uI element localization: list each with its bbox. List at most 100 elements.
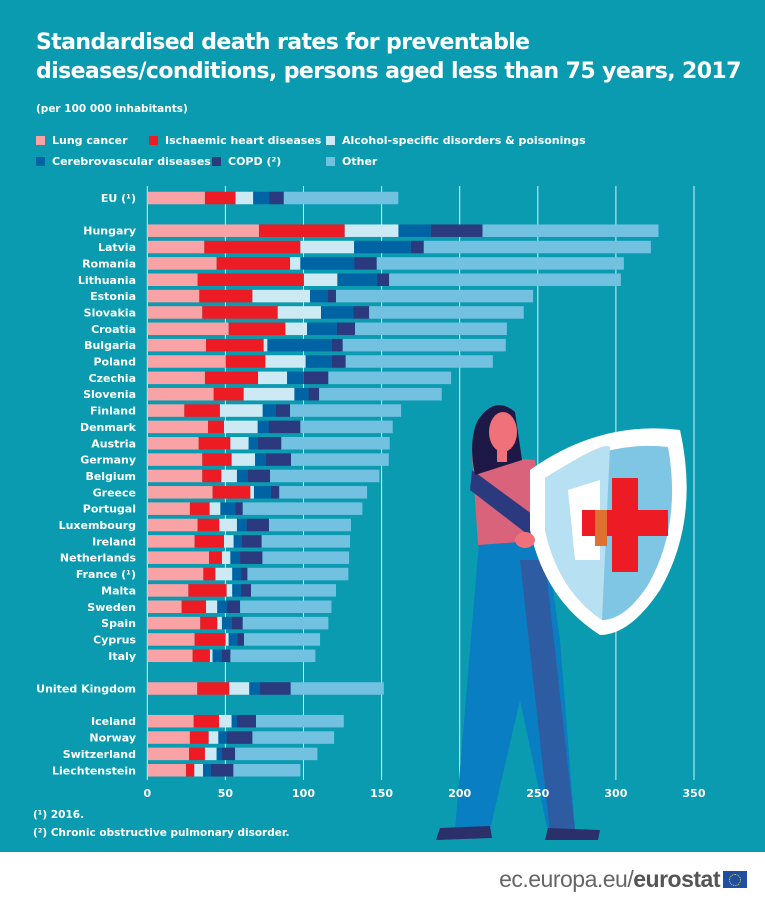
bar-segment xyxy=(204,191,236,205)
category-label: Liechtenstein xyxy=(52,764,136,777)
category-label: Denmark xyxy=(80,421,137,434)
bar-segment xyxy=(257,420,269,434)
bar-segment xyxy=(262,404,277,417)
bar-segment xyxy=(209,649,213,663)
hand xyxy=(515,532,535,548)
legend-label: Other xyxy=(342,155,378,168)
bar-segment xyxy=(216,747,222,761)
bar-segment xyxy=(147,682,198,695)
bar-segment xyxy=(300,420,393,434)
bar-segment xyxy=(197,273,304,286)
category-label: Luxembourg xyxy=(59,519,136,532)
bar-segment xyxy=(197,682,230,695)
category-label: Germany xyxy=(80,454,136,467)
bar-segment xyxy=(236,714,257,728)
category-label: Estonia xyxy=(90,290,136,303)
category-label: Belgium xyxy=(85,470,136,483)
legend-swatch xyxy=(326,157,335,166)
bar-segment xyxy=(354,240,411,254)
shoe xyxy=(436,826,492,840)
bar-segment xyxy=(221,551,231,564)
bar-segment xyxy=(204,240,301,254)
bar-segment xyxy=(430,224,483,237)
category-label: Latvia xyxy=(98,241,136,254)
bar-segment xyxy=(147,714,194,728)
bar-segment xyxy=(389,273,621,286)
category-label: EU (¹) xyxy=(101,192,136,205)
legend-swatch xyxy=(212,157,221,166)
bar-segment xyxy=(189,731,209,744)
category-label: Slovenia xyxy=(83,388,136,401)
bar-segment xyxy=(230,437,249,450)
bar-segment xyxy=(226,731,253,744)
bar-segment xyxy=(188,584,227,597)
bar-segment xyxy=(252,289,311,303)
bar-segment xyxy=(226,600,241,613)
face xyxy=(489,412,517,452)
bar-segment xyxy=(377,273,390,286)
bar-segment xyxy=(423,240,651,254)
x-tick-label: 250 xyxy=(526,787,549,800)
bar-segment xyxy=(294,387,309,401)
bar-segment xyxy=(290,682,384,695)
bar-segment xyxy=(398,224,431,237)
bar-segment xyxy=(270,469,380,483)
bar-segment xyxy=(262,551,350,564)
chart-title: Standardised death rates for preventable… xyxy=(36,30,741,84)
category-label: Iceland xyxy=(91,715,136,728)
bar-segment xyxy=(218,714,232,728)
bar-segment xyxy=(328,371,452,385)
bar-segment xyxy=(276,404,291,417)
bar-segment xyxy=(210,764,234,777)
bar-segment xyxy=(320,306,354,319)
bar-segment xyxy=(255,453,267,466)
bar-segment xyxy=(147,469,203,483)
bar-segment xyxy=(300,240,355,254)
medical-cross-icon xyxy=(582,478,668,572)
bar-segment xyxy=(147,600,182,613)
bar-segment xyxy=(232,584,242,597)
neck xyxy=(497,448,507,462)
x-tick-label: 0 xyxy=(143,787,151,800)
bar-segment xyxy=(336,322,356,336)
legend-swatch xyxy=(36,157,45,166)
bar-segment xyxy=(253,191,270,205)
bar-segment xyxy=(202,453,232,466)
bar-segment xyxy=(263,338,268,352)
bar-segment xyxy=(287,371,304,385)
bar-segment xyxy=(265,355,306,368)
category-label: Croatia xyxy=(91,323,136,336)
bar-segment xyxy=(208,731,219,744)
bar-segment xyxy=(147,764,187,777)
bar-segment xyxy=(233,764,301,777)
bar-segment xyxy=(198,437,231,450)
bar-segment xyxy=(303,273,338,286)
bar-segment xyxy=(147,420,209,434)
bar-segment xyxy=(212,649,222,663)
bar-segment xyxy=(206,338,264,352)
bar-segment xyxy=(269,191,284,205)
bar-segment xyxy=(194,764,204,777)
bar-segment xyxy=(268,518,351,532)
bar-segment xyxy=(250,486,254,499)
bar-segment xyxy=(147,453,203,466)
bar-segment xyxy=(221,469,237,483)
bar-segment xyxy=(240,551,263,564)
bar-segment xyxy=(189,502,210,515)
bar-segment xyxy=(241,584,252,597)
bar-segment xyxy=(345,355,493,368)
bar-segment xyxy=(266,453,292,466)
bar-segment xyxy=(219,404,263,417)
bar-segment xyxy=(290,257,301,270)
x-tick-label: 50 xyxy=(218,787,234,800)
legend-label: Alcohol-specific disorders & poisonings xyxy=(342,134,586,147)
bar-segment xyxy=(193,714,219,728)
bar-segment xyxy=(147,306,203,319)
bar-segment xyxy=(369,306,524,319)
bar-segment xyxy=(247,567,349,581)
bar-segment xyxy=(256,714,344,728)
eurostat-footer[interactable]: ec.europa.eu/eurostat xyxy=(499,866,747,893)
bar-segment xyxy=(271,486,280,499)
bar-segment xyxy=(268,420,301,434)
x-tick-label: 100 xyxy=(292,787,315,800)
